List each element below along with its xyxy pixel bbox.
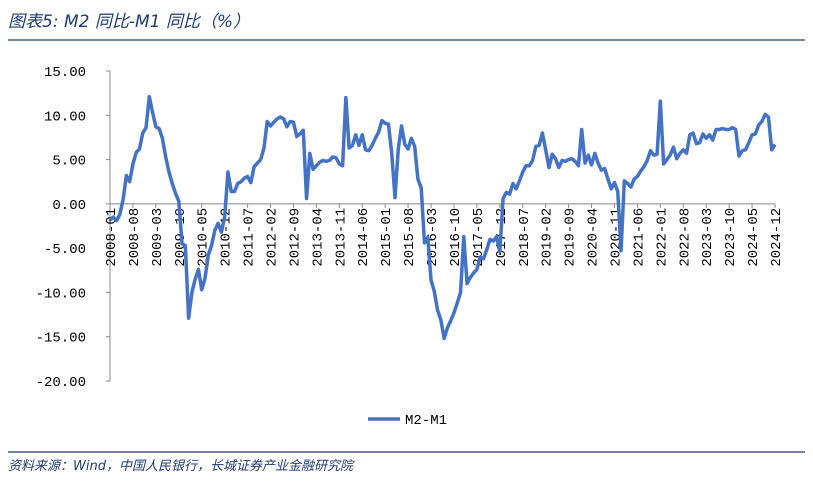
y-tick-label: -20.00	[36, 375, 86, 391]
x-tick-label: 2008-08	[127, 208, 143, 267]
y-tick-label: 5.00	[52, 154, 86, 170]
chart-title: 图表5: M2 同比-M1 同比（%）	[8, 12, 250, 32]
y-tick-label: -10.00	[36, 286, 86, 302]
line-series	[108, 94, 777, 341]
y-tick-label: -5.00	[44, 242, 86, 258]
x-tick-label: 2014-06	[356, 208, 372, 267]
x-tick-label: 2016-10	[448, 208, 464, 267]
x-tick-label: 2023-03	[700, 208, 716, 267]
legend-label: M2-M1	[405, 413, 447, 429]
x-tick-label: 2011-07	[242, 208, 258, 267]
source: 资料来源：Wind，中国人民银行，长城证券产业金融研究院	[8, 458, 355, 474]
x-tick-label: 2022-01	[654, 208, 670, 267]
x-tick-label: 2017-05	[471, 208, 487, 267]
x-tick-label: 2013-04	[310, 208, 326, 267]
x-tick-label: 2010-12	[219, 208, 235, 267]
x-tick-label: 2020-04	[586, 208, 602, 267]
x-tick-label: 2018-07	[517, 208, 533, 267]
x-tick-label: 2008-01	[104, 208, 120, 267]
x-tick-label: 2013-11	[333, 208, 349, 267]
x-tick-label: 2024-05	[746, 208, 762, 267]
x-tick-label: 2015-01	[379, 208, 395, 267]
x-tick-label: 2009-03	[150, 208, 166, 267]
y-tick-label: 0.00	[52, 198, 86, 214]
x-tick-label: 2021-06	[631, 208, 647, 267]
x-tick-label: 2023-10	[723, 208, 739, 267]
x-tick-label: 2019-09	[563, 208, 579, 267]
x-tick-label: 2012-02	[265, 208, 281, 267]
y-tick-label: 15.00	[44, 65, 86, 81]
x-tick-label: 2019-02	[540, 208, 556, 267]
y-tick-label: -15.00	[36, 331, 86, 347]
x-tick-label: 2012-09	[287, 208, 303, 267]
x-tick-label: 2024-12	[769, 208, 785, 267]
x-tick-label: 2022-08	[677, 208, 693, 267]
y-tick-label: 10.00	[44, 109, 86, 125]
x-tick-label: 2015-08	[402, 208, 418, 267]
